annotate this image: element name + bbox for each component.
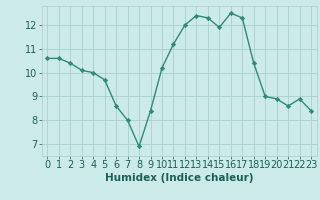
X-axis label: Humidex (Indice chaleur): Humidex (Indice chaleur) xyxy=(105,173,253,183)
